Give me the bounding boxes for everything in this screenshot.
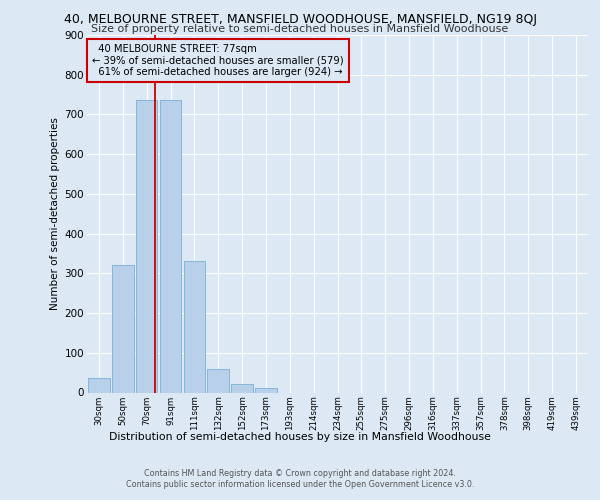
Text: 40 MELBOURNE STREET: 77sqm
← 39% of semi-detached houses are smaller (579)
  61%: 40 MELBOURNE STREET: 77sqm ← 39% of semi… xyxy=(92,44,344,77)
Text: 40, MELBOURNE STREET, MANSFIELD WOODHOUSE, MANSFIELD, NG19 8QJ: 40, MELBOURNE STREET, MANSFIELD WOODHOUS… xyxy=(64,12,536,26)
Bar xyxy=(232,384,253,392)
Bar xyxy=(255,388,277,392)
Text: Distribution of semi-detached houses by size in Mansfield Woodhouse: Distribution of semi-detached houses by … xyxy=(109,432,491,442)
Y-axis label: Number of semi-detached properties: Number of semi-detached properties xyxy=(50,118,61,310)
Bar xyxy=(136,100,157,393)
Text: Contains HM Land Registry data © Crown copyright and database right 2024.: Contains HM Land Registry data © Crown c… xyxy=(144,468,456,477)
Text: Contains public sector information licensed under the Open Government Licence v3: Contains public sector information licen… xyxy=(126,480,474,489)
Bar xyxy=(208,370,229,392)
Bar xyxy=(112,266,134,392)
Bar xyxy=(184,262,205,392)
Bar xyxy=(160,100,181,393)
Bar xyxy=(88,378,110,392)
Text: Size of property relative to semi-detached houses in Mansfield Woodhouse: Size of property relative to semi-detach… xyxy=(91,24,509,34)
